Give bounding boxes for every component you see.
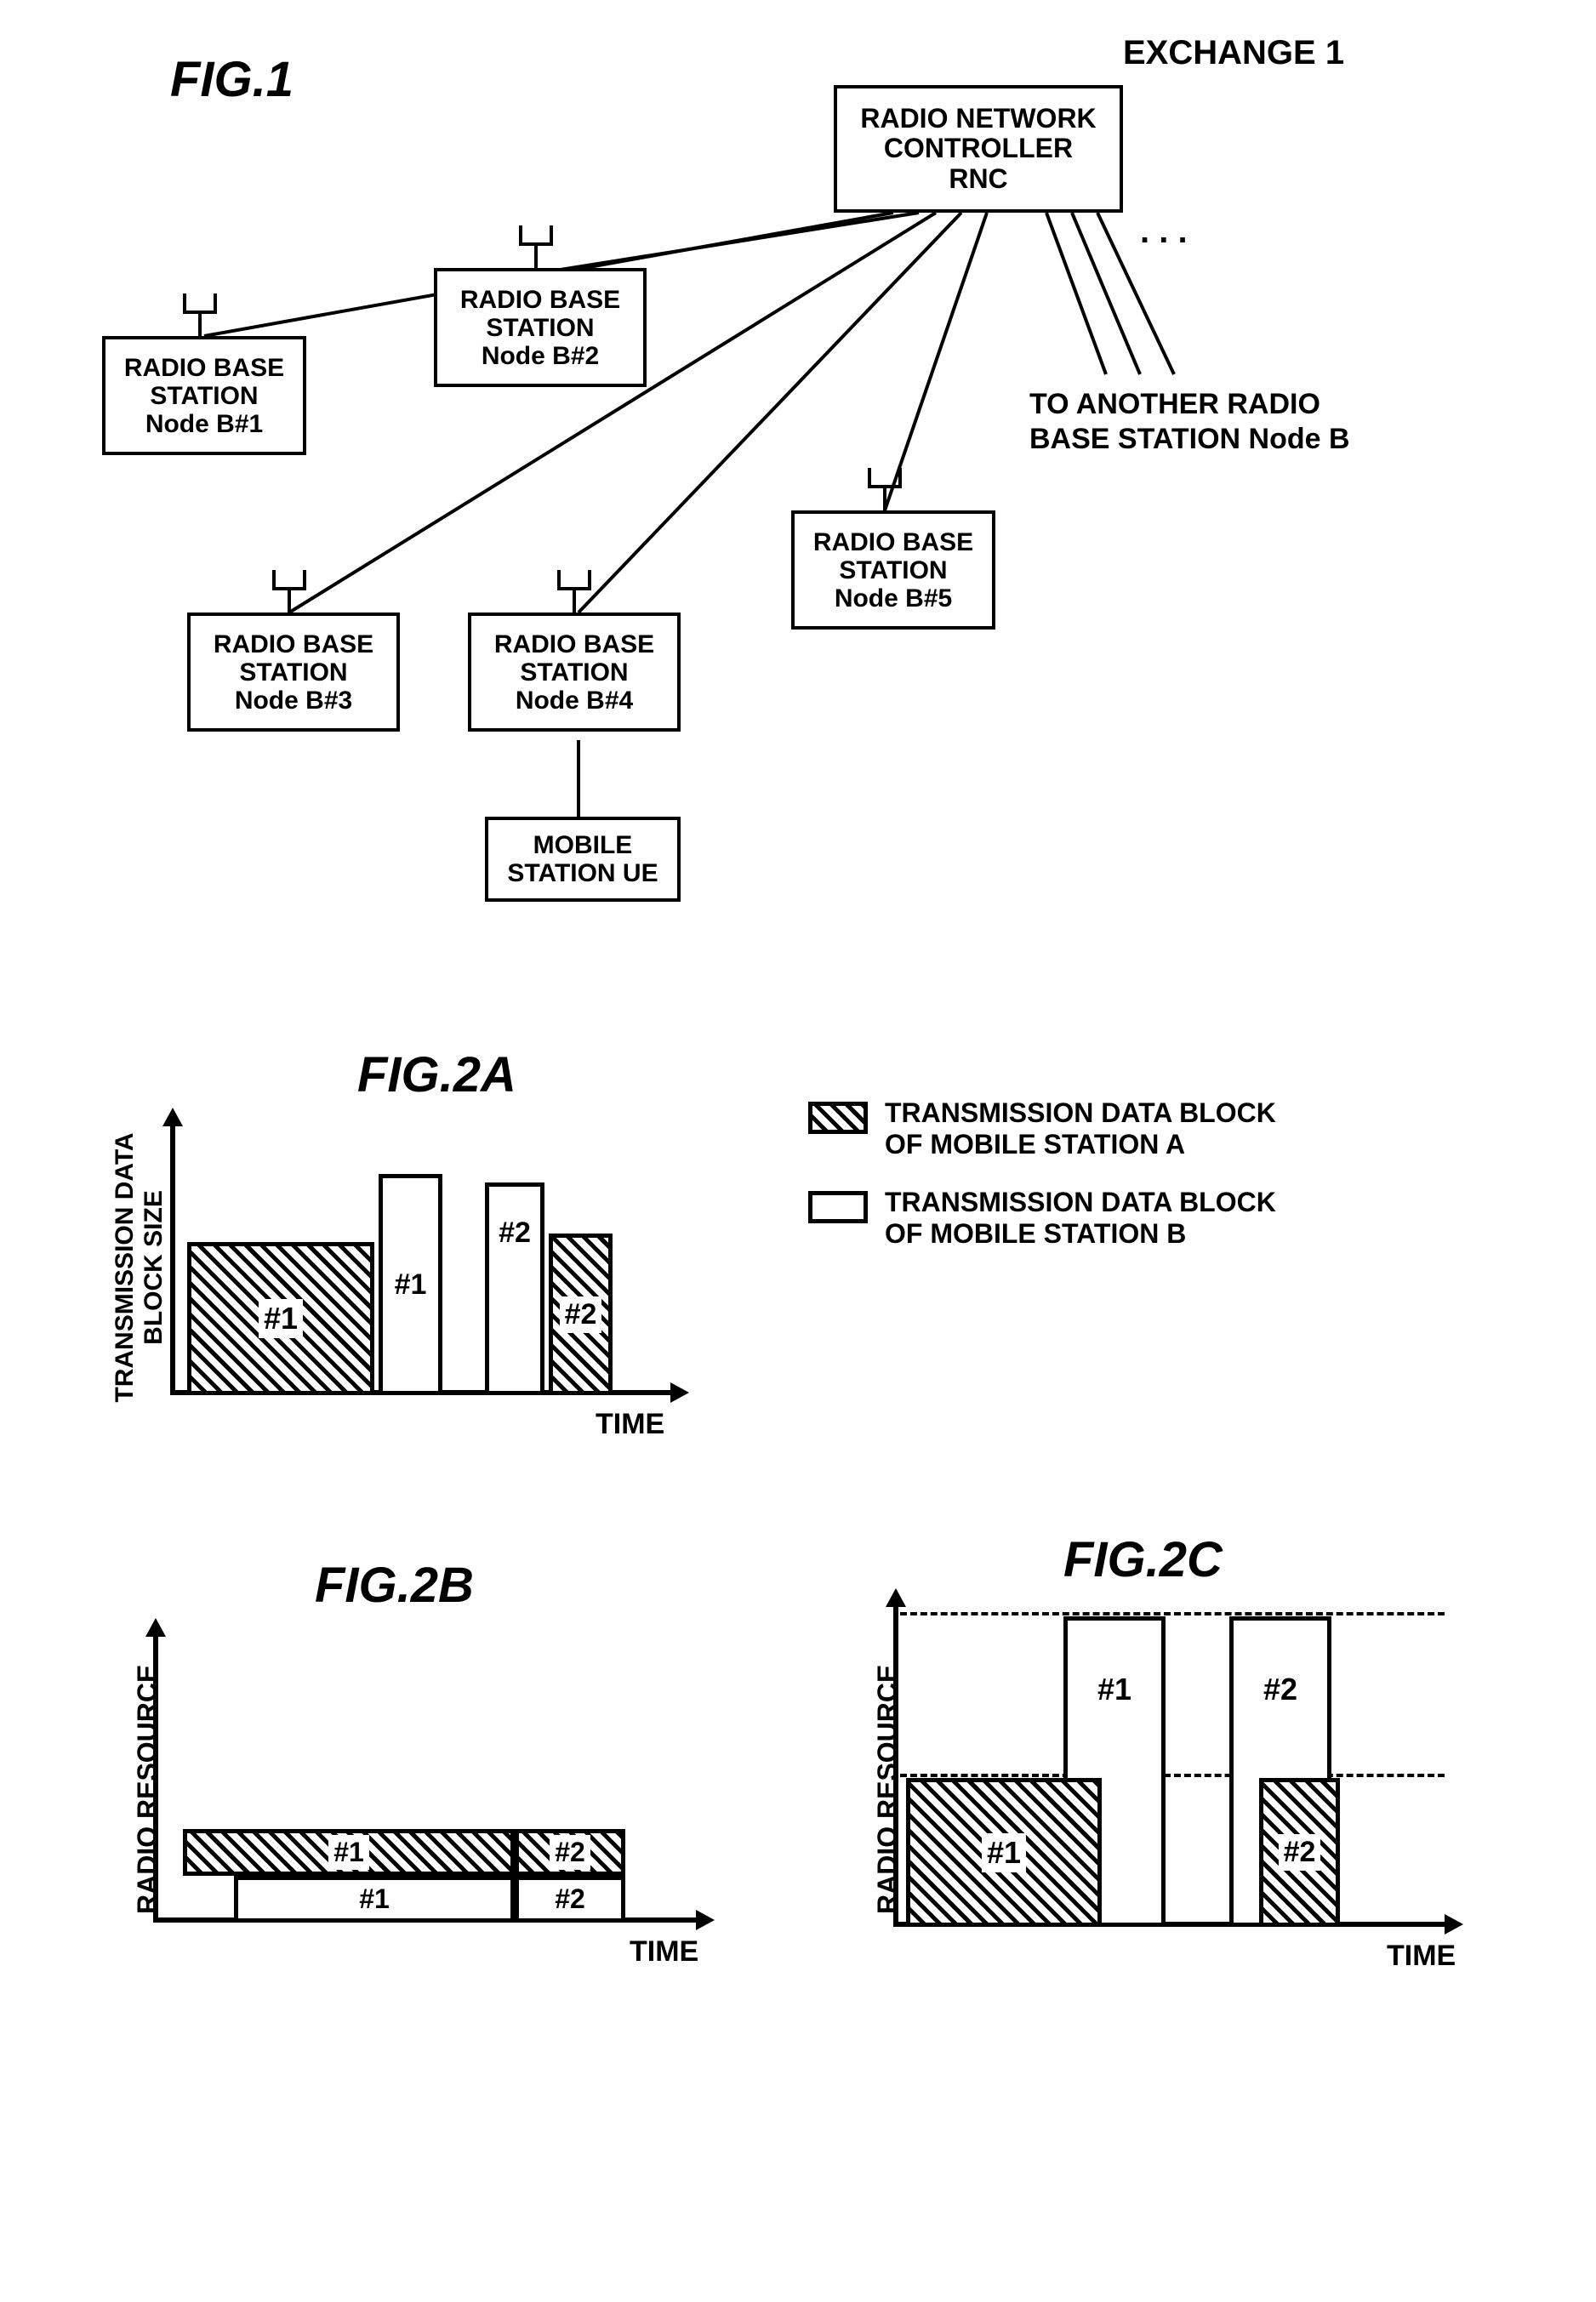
fig2c-xlabel: TIME (1387, 1940, 1456, 1973)
fig2a-bar-a1: #1 (187, 1242, 374, 1395)
fig2b-title: FIG.2B (315, 1557, 474, 1614)
node-b5: RADIO BASE STATION Node B#5 (791, 510, 995, 630)
legend-swatch-b (808, 1191, 868, 1223)
legend-text-b: TRANSMISSION DATA BLOCK OF MOBILE STATIO… (885, 1187, 1276, 1250)
fig2a-ylabel: TRANSMISSION DATA BLOCK SIZE (111, 1123, 168, 1412)
fig2b-ylabel: RADIO RESOURCE (132, 1665, 163, 1914)
fig2c-title: FIG.2C (1063, 1531, 1223, 1588)
antenna-b5 (868, 468, 902, 510)
fig2c-a2: #2 (1259, 1778, 1340, 1927)
ue-box: MOBILE STATION UE (485, 817, 681, 902)
fig2c-dash-mid (900, 1774, 1445, 1777)
node-b2: RADIO BASE STATION Node B#2 (434, 268, 647, 387)
to-another-label: TO ANOTHER RADIO BASE STATION Node B (1029, 387, 1350, 457)
fig2a-title: FIG.2A (357, 1046, 516, 1103)
fig2c-dash-top (900, 1612, 1445, 1615)
antenna-b2 (519, 225, 553, 268)
fig2b-chart: #1 #2 #1 #2 (153, 1633, 715, 1948)
antenna-b4 (557, 570, 591, 613)
antenna-b3 (272, 570, 306, 613)
legend-swatch-a (808, 1102, 868, 1134)
legend-text-a: TRANSMISSION DATA BLOCK OF MOBILE STATIO… (885, 1097, 1276, 1160)
node-b4: RADIO BASE STATION Node B#4 (468, 613, 681, 732)
fig2b-bot-2: #2 (515, 1876, 625, 1923)
antenna-b1 (183, 293, 217, 336)
fig2a-bar-b1: #1 (379, 1174, 442, 1395)
fig2a-xlabel: TIME (596, 1408, 664, 1441)
fig2a-bar-a2: #2 (549, 1234, 613, 1395)
page: FIG.1 EXCHANGE 1 RADIO NETWORK CONTROLLE… (34, 34, 1562, 2268)
fig2a-chart: #1 #1 #2 #2 (170, 1123, 698, 1421)
rnc-dots: . . . (1140, 213, 1188, 251)
fig2c-a1: #1 (906, 1778, 1102, 1927)
fig2c-ylabel: RADIO RESOURCE (872, 1665, 903, 1914)
fig2a-bar-b2: #2 (485, 1182, 544, 1395)
fig2b-bot-1: #1 (234, 1876, 515, 1923)
node-b3: RADIO BASE STATION Node B#3 (187, 613, 400, 732)
fig2b-top-1: #1 (183, 1829, 515, 1876)
fig2b-xlabel: TIME (630, 1935, 698, 1969)
node-b1: RADIO BASE STATION Node B#1 (102, 336, 306, 455)
fig2c-chart: #1 #2 #1 #2 (893, 1604, 1472, 1952)
fig2b-top-2: #2 (515, 1829, 625, 1876)
